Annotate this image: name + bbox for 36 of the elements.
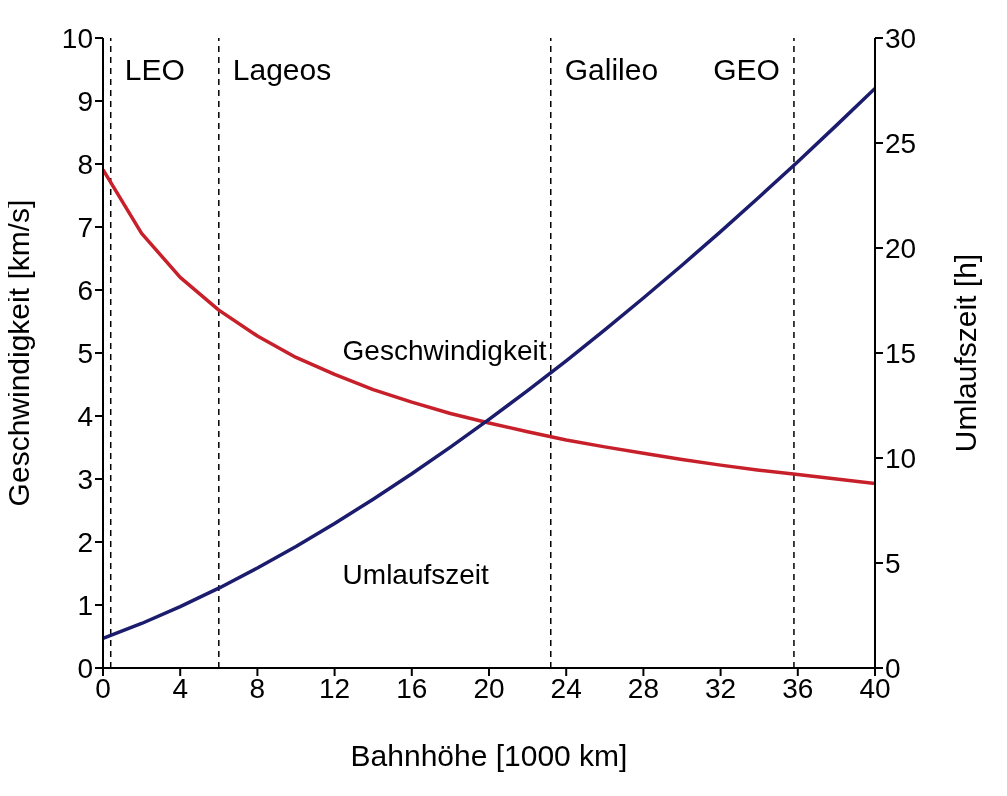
y2-tick-label: 15 bbox=[885, 337, 917, 369]
x-tick-label: 36 bbox=[782, 672, 814, 704]
y2-axis-title: Umlaufszeit [h] bbox=[948, 253, 982, 453]
line-series bbox=[103, 86, 875, 641]
y-tick-label: 1 bbox=[77, 589, 93, 621]
x-tick-label: 12 bbox=[319, 672, 351, 704]
y-tick-label: 4 bbox=[77, 400, 93, 432]
ref-line-label: Lageos bbox=[232, 53, 332, 86]
y2-tick-label: 5 bbox=[885, 547, 901, 579]
x-tick-label: 20 bbox=[473, 672, 505, 704]
ref-line-label: Galileo bbox=[564, 53, 659, 86]
series-label: Umlaufszeit bbox=[342, 558, 490, 590]
y-tick-label: 2 bbox=[77, 526, 93, 558]
y2-tick-label: 10 bbox=[885, 442, 917, 474]
y-tick-label: 10 bbox=[61, 22, 93, 54]
x-tick-label: 28 bbox=[627, 672, 659, 704]
x-tick-label: 24 bbox=[550, 672, 582, 704]
y-tick-label: 5 bbox=[77, 337, 93, 369]
y-tick-label: 0 bbox=[77, 652, 93, 684]
ref-line-label: GEO bbox=[713, 53, 780, 86]
y2-tick-label: 25 bbox=[885, 127, 917, 159]
y2-tick-label: 30 bbox=[885, 22, 917, 54]
x-tick-label: 32 bbox=[705, 672, 737, 704]
x-axis-title: Bahnhöhe [1000 km] bbox=[350, 739, 628, 772]
line-series bbox=[103, 167, 875, 486]
x-tick-label: 4 bbox=[172, 672, 188, 704]
y-tick-label: 7 bbox=[77, 211, 93, 243]
series-label: Geschwindigkeit bbox=[342, 335, 547, 367]
y-tick-label: 9 bbox=[77, 85, 93, 117]
y-tick-label: 3 bbox=[77, 463, 93, 495]
x-tick-label: 8 bbox=[249, 672, 266, 704]
y-tick-label: 8 bbox=[77, 148, 93, 180]
x-tick-label: 16 bbox=[396, 672, 428, 704]
y-tick-label: 6 bbox=[77, 274, 93, 306]
y2-tick-label: 20 bbox=[885, 232, 917, 264]
ref-line-label: LEO bbox=[124, 53, 185, 86]
